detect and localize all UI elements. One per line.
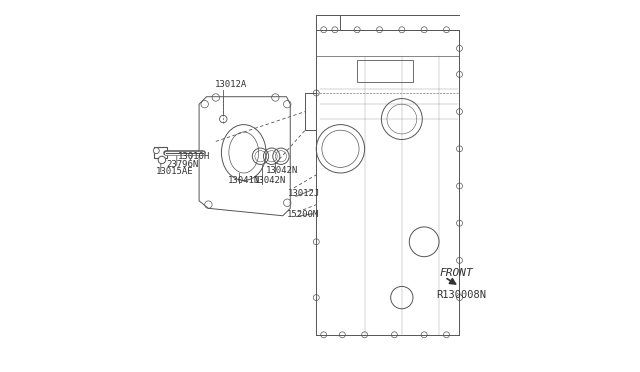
- Circle shape: [158, 156, 166, 164]
- FancyBboxPatch shape: [154, 147, 168, 158]
- Circle shape: [154, 148, 159, 154]
- Text: 13042N: 13042N: [266, 166, 298, 175]
- Text: 15200M: 15200M: [287, 211, 319, 219]
- Text: 23796N: 23796N: [167, 160, 199, 169]
- Text: 13042N: 13042N: [254, 176, 287, 185]
- Text: 13015AE: 13015AE: [156, 167, 193, 176]
- Text: FRONT: FRONT: [439, 268, 473, 278]
- Text: 13010H: 13010H: [178, 153, 210, 161]
- Circle shape: [220, 115, 227, 123]
- Text: 13012J: 13012J: [287, 189, 320, 198]
- Text: R130008N: R130008N: [436, 289, 486, 299]
- Text: 13012A: 13012A: [215, 80, 247, 89]
- Text: 13041N: 13041N: [228, 176, 260, 185]
